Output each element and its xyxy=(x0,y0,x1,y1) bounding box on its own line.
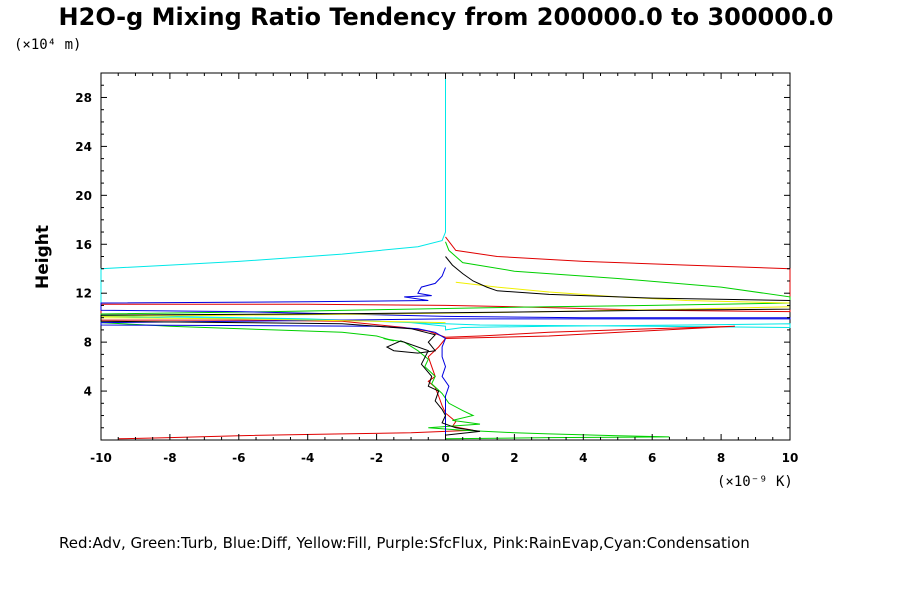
x-tick-label: 8 xyxy=(717,451,725,465)
y-axis-label: Height xyxy=(33,225,53,289)
y-tick-label: 8 xyxy=(84,336,92,350)
x-tick-label: -4 xyxy=(301,451,314,465)
y-axis-unit: (×10⁴ m) xyxy=(14,37,81,53)
x-tick-label: 0 xyxy=(441,451,449,465)
y-tick-label: 4 xyxy=(84,385,92,399)
x-tick-label: 10 xyxy=(782,451,799,465)
x-tick-label: -8 xyxy=(163,451,176,465)
x-tick-label: -6 xyxy=(232,451,245,465)
y-tick-label: 20 xyxy=(75,189,92,203)
chart-title: H2O-g Mixing Ratio Tendency from 200000.… xyxy=(59,3,834,31)
series-line-0 xyxy=(100,75,791,331)
y-tick-label: 16 xyxy=(75,238,92,252)
x-axis-unit: (×10⁻⁹ K) xyxy=(717,474,793,490)
x-tick-label: 4 xyxy=(579,451,587,465)
series-line-1 xyxy=(100,236,791,440)
x-tick-label: 6 xyxy=(648,451,656,465)
series-line-5 xyxy=(100,256,791,436)
x-tick-label: -10 xyxy=(90,451,112,465)
x-tick-label: -2 xyxy=(370,451,383,465)
y-tick-label: 24 xyxy=(75,140,92,154)
y-tick-label: 12 xyxy=(75,287,92,301)
series-layer xyxy=(100,75,791,440)
series-line-3 xyxy=(100,267,791,439)
legend-text: Red:Adv, Green:Turb, Blue:Diff, Yellow:F… xyxy=(59,534,750,552)
x-tick-label: 2 xyxy=(510,451,518,465)
y-tick-label: 28 xyxy=(75,91,92,105)
